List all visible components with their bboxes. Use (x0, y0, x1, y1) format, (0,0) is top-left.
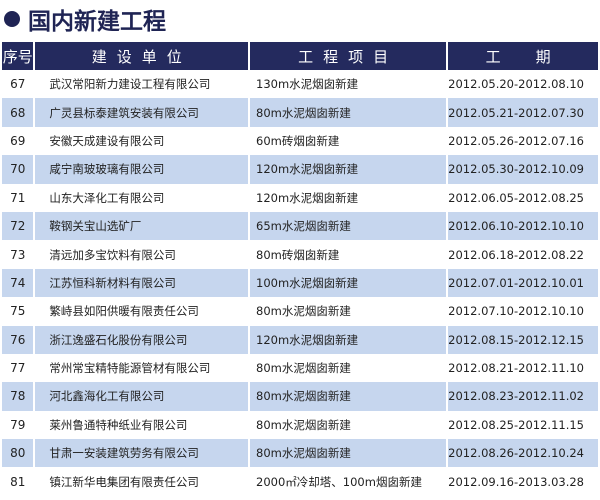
row-project: 2000㎡冷却塔、100m烟囱新建 (256, 474, 422, 489)
row-company: 甘肃一安装建筑劳务有限公司 (35, 439, 249, 468)
table-row: 71 山东大泽化工有限公司 120m水泥烟囱新建 2012.06.05-2012.08… (2, 184, 598, 212)
row-project: 80m水泥烟囱新建 (250, 382, 447, 411)
row-company: 武汉常阳新力建设工程有限公司 (49, 77, 211, 92)
table-row: 77 常州常宝精特能源管材有限公司 80m水泥烟囱新建 2012.08.21-2012… (2, 354, 598, 382)
row-project: 65m水泥烟囱新建 (250, 211, 447, 241)
row-period: 2012.05.21-2012.07.30 (448, 98, 598, 127)
row-project: 80m水泥烟囱新建 (250, 439, 447, 468)
row-company: 安徽天成建设有限公司 (49, 133, 165, 148)
row-index: 68 (2, 98, 34, 127)
table-row: 78 河北鑫海化工有限公司 80m水泥烟囱新建 2012.08.23-2012.11.… (2, 382, 598, 411)
row-index: 75 (10, 304, 26, 319)
header-company: 建设单位 (35, 42, 249, 70)
row-company: 鞍钢关宝山选矿厂 (35, 211, 249, 241)
row-period: 2012.08.23-2012.11.02 (448, 382, 598, 411)
table-row: 80 甘肃一安装建筑劳务有限公司 80m水泥烟囱新建 2012.08.26-2012.… (2, 439, 598, 468)
row-company: 常州常宝精特能源管材有限公司 (49, 361, 211, 376)
row-index: 79 (10, 417, 26, 432)
row-period: 2012.06.18-2012.08.22 (448, 247, 584, 262)
row-index: 77 (10, 361, 26, 376)
table-row: 74 江苏恒科新材料有限公司 100m水泥烟囱新建 2012.07.01-2012.1… (2, 268, 598, 298)
row-period: 2012.08.26-2012.10.24 (448, 439, 598, 468)
row-project: 120m水泥烟囱新建 (256, 190, 359, 205)
row-period: 2012.07.10-2012.10.10 (448, 304, 584, 319)
header-period: 工 期 (448, 42, 598, 70)
row-period: 2012.05.30-2012.10.09 (448, 155, 598, 184)
row-company: 山东大泽化工有限公司 (49, 190, 165, 205)
row-company: 莱州鲁通特种纸业有限公司 (49, 417, 188, 432)
row-index: 73 (10, 247, 26, 262)
bullet-icon (4, 11, 20, 27)
row-period: 2012.06.10-2012.10.10 (448, 211, 598, 241)
row-period: 2012.05.20-2012.08.10 (448, 77, 584, 92)
row-index: 81 (10, 474, 26, 489)
table-row: 69 安徽天成建设有限公司 60m砖烟囱新建 2012.05.26-2012.07.1… (2, 127, 598, 155)
row-index: 74 (2, 268, 34, 298)
row-project: 80m水泥烟囱新建 (250, 98, 447, 127)
table-row: 67 武汉常阳新力建设工程有限公司 130m水泥烟囱新建 2012.05.20-201… (2, 70, 598, 98)
table-row: 72 鞍钢关宝山选矿厂 65m水泥烟囱新建 2012.06.10-2012.10.10 (2, 211, 598, 241)
row-period: 2012.08.21-2012.11.10 (448, 361, 584, 376)
row-period: 2012.06.05-2012.08.25 (448, 190, 584, 205)
row-period: 2012.08.15-2012.12.15 (448, 325, 598, 354)
row-project: 80m水泥烟囱新建 (256, 417, 351, 432)
table-row: 81 镇江新华电集团有限责任公司 2000㎡冷却塔、100m烟囱新建 2012.09.… (2, 467, 598, 495)
row-index: 71 (10, 190, 26, 205)
row-company: 江苏恒科新材料有限公司 (35, 268, 249, 298)
table-row: 76 浙江逸盛石化股份有限公司 120m水泥烟囱新建 2012.08.15-2012.… (2, 325, 598, 354)
header-index: 序号 (2, 42, 34, 70)
projects-table: 序号 建设单位 工程项目 工 期 67 武汉常阳新力建设工程有限公司 130m水泥烟… (0, 42, 600, 496)
row-period: 2012.08.25-2012.11.15 (448, 417, 584, 432)
row-index: 78 (2, 382, 34, 411)
row-company: 镇江新华电集团有限责任公司 (49, 474, 199, 489)
table-header: 序号 建设单位 工程项目 工 期 (2, 42, 598, 70)
row-project: 60m砖烟囱新建 (256, 133, 340, 148)
row-company: 繁峙县如阳供暖有限责任公司 (49, 304, 199, 319)
row-index: 69 (10, 133, 26, 148)
section-title: 国内新建工程 (4, 2, 166, 36)
row-index: 80 (2, 439, 34, 468)
row-project: 80m砖烟囱新建 (256, 247, 340, 262)
row-project: 120m水泥烟囱新建 (250, 155, 447, 184)
table-row: 75 繁峙县如阳供暖有限责任公司 80m水泥烟囱新建 2012.07.10-2012.… (2, 297, 598, 325)
table-row: 79 莱州鲁通特种纸业有限公司 80m水泥烟囱新建 2012.08.25-2012.1… (2, 411, 598, 439)
row-company: 咸宁南玻玻璃有限公司 (35, 155, 249, 184)
row-project: 80m水泥烟囱新建 (256, 304, 351, 319)
table-row: 68 广灵县标泰建筑安装有限公司 80m水泥烟囱新建 2012.05.21-2012.… (2, 98, 598, 127)
row-company: 广灵县标泰建筑安装有限公司 (35, 98, 249, 127)
header-project: 工程项目 (250, 42, 447, 70)
table-row: 70 咸宁南玻玻璃有限公司 120m水泥烟囱新建 2012.05.30-2012.10… (2, 155, 598, 184)
row-index: 76 (2, 325, 34, 354)
table-row: 73 清远加多宝饮料有限公司 80m砖烟囱新建 2012.06.18-2012.08.… (2, 240, 598, 268)
row-company: 河北鑫海化工有限公司 (35, 382, 249, 411)
row-company: 浙江逸盛石化股份有限公司 (35, 325, 249, 354)
row-company: 清远加多宝饮料有限公司 (49, 247, 176, 262)
row-project: 130m水泥烟囱新建 (256, 77, 359, 92)
row-period: 2012.09.16-2013.03.28 (448, 474, 584, 489)
row-index: 67 (10, 77, 26, 92)
row-project: 80m水泥烟囱新建 (256, 361, 351, 376)
row-project: 100m水泥烟囱新建 (250, 268, 447, 298)
row-period: 2012.07.01-2012.10.01 (448, 268, 598, 298)
row-period: 2012.05.26-2012.07.16 (448, 133, 584, 148)
row-project: 120m水泥烟囱新建 (250, 325, 447, 354)
section-title-text: 国内新建工程 (28, 9, 166, 35)
row-index: 70 (2, 155, 34, 184)
row-index: 72 (2, 211, 34, 241)
